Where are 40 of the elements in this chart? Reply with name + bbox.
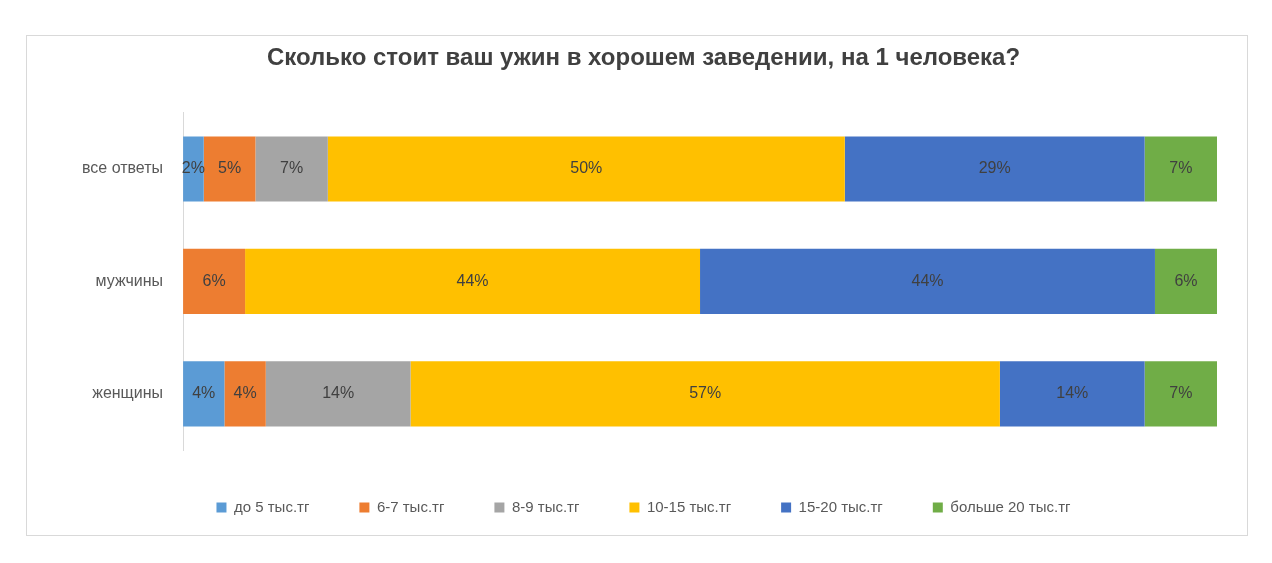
data-label: 6%	[202, 271, 226, 289]
bar	[844, 136, 1145, 202]
chart-title: Сколько стоит ваш ужин в хорошем заведении, на 1 человека?	[266, 43, 1021, 71]
data-label: 7%	[1169, 159, 1193, 177]
data-label: 4%	[233, 384, 257, 402]
data-label: 57%	[689, 384, 722, 402]
data-label: 5%	[218, 159, 242, 177]
bar	[203, 136, 256, 202]
data-label: 29%	[978, 159, 1011, 177]
data-label: 4%	[192, 384, 216, 402]
data-label: 14%	[1056, 384, 1089, 402]
bar	[183, 248, 246, 314]
data-label: 7%	[1169, 384, 1193, 402]
data-label: 14%	[322, 384, 355, 402]
data-label: 44%	[911, 271, 944, 289]
bar	[999, 361, 1145, 427]
bar	[224, 361, 266, 427]
data-label: 6%	[1174, 271, 1198, 289]
bar	[255, 136, 328, 202]
data-label: 50%	[570, 159, 603, 177]
y-tick-label: все ответы	[81, 159, 164, 177]
bar	[700, 248, 1155, 314]
legend-label: больше 20 тыс.тг	[950, 497, 1072, 515]
bar	[1154, 248, 1217, 314]
y-tick-label: женщины	[92, 384, 164, 402]
bar	[245, 248, 701, 314]
data-label: 7%	[280, 159, 304, 177]
legend-label: 6-7 тыс.тг	[376, 497, 445, 515]
bar	[1144, 136, 1217, 202]
y-tick-label: мужчины	[95, 271, 164, 289]
legend-label: до 5 тыс.тг	[233, 497, 310, 515]
bar	[327, 136, 845, 202]
data-label: 44%	[456, 271, 489, 289]
bar	[265, 361, 411, 427]
legend-label: 8-9 тыс.тг	[511, 497, 580, 515]
legend-label: 10-15 тыс.тг	[646, 497, 732, 515]
bar	[183, 361, 225, 427]
bar	[410, 361, 1000, 427]
legend-label: 15-20 тыс.тг	[798, 497, 884, 515]
bar	[1144, 361, 1217, 427]
